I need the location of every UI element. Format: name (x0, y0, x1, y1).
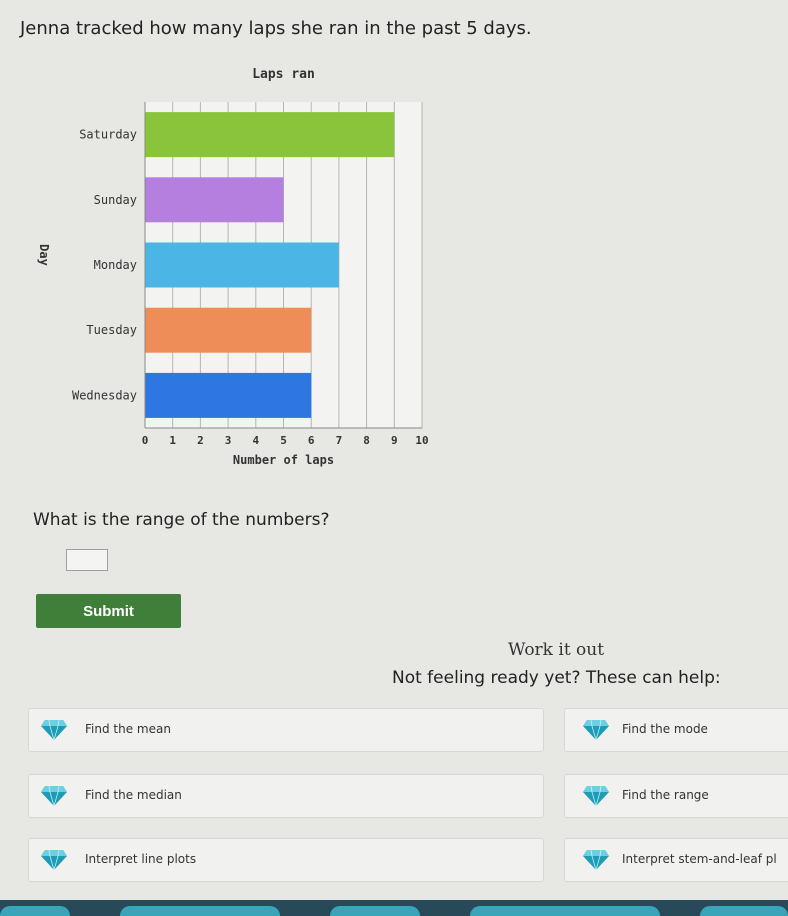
range-question: What is the range of the numbers? (33, 510, 330, 530)
diamond-icon (583, 849, 609, 870)
y-tick-label: Sunday (94, 193, 137, 207)
bar-chart-svg: Saturday Sunday Monday Tuesday Wednesday 0 1 2 3… (37, 67, 429, 467)
diamond-icon (41, 719, 67, 740)
work-it-out-heading: Work it out (508, 640, 605, 660)
diamond-icon (41, 849, 67, 870)
help-find-mean[interactable]: Find the mean (28, 708, 544, 752)
y-axis-label: Day (37, 244, 51, 266)
x-tick-label: 8 (363, 434, 370, 447)
x-tick-label: 10 (415, 434, 428, 447)
bar-chart: Saturday Sunday Monday Tuesday Wednesday 0 1 2 3… (20, 58, 460, 478)
bottom-decoration (0, 906, 70, 916)
x-tick-label: 3 (225, 434, 232, 447)
bottom-decoration (470, 906, 660, 916)
help-interpret-stem-and-leaf[interactable]: Interpret stem-and-leaf pl (564, 838, 788, 882)
y-tick-label: Wednesday (72, 388, 137, 402)
diamond-icon (583, 719, 609, 740)
y-tick-label: Monday (94, 258, 137, 272)
bottom-decoration (120, 906, 280, 916)
x-tick-label: 2 (197, 434, 204, 447)
help-interpret-line-plots[interactable]: Interpret line plots (28, 838, 544, 882)
bar-wednesday (145, 372, 312, 418)
help-find-range[interactable]: Find the range (564, 774, 788, 818)
help-label: Interpret line plots (85, 852, 197, 866)
help-label: Find the median (85, 788, 182, 802)
x-tick-label: 0 (142, 434, 149, 447)
y-tick-label: Saturday (79, 128, 137, 142)
diamond-icon (583, 785, 609, 806)
help-intro: Not feeling ready yet? These can help: (392, 668, 721, 688)
diamond-icon (41, 785, 67, 806)
help-find-median[interactable]: Find the median (28, 774, 544, 818)
x-tick-label: 5 (280, 434, 287, 447)
bottom-decoration (330, 906, 420, 916)
bar-tuesday (145, 307, 312, 353)
bar-saturday (145, 112, 395, 158)
x-axis-label: Number of laps (233, 453, 334, 467)
x-tick-label: 6 (308, 434, 315, 447)
chart-title: Laps ran (252, 67, 315, 82)
bar-sunday (145, 177, 284, 223)
submit-button[interactable]: Submit (36, 594, 181, 628)
x-tick-label: 9 (391, 434, 398, 447)
x-tick-label: 7 (336, 434, 343, 447)
answer-input[interactable] (66, 549, 108, 571)
bottom-bar (0, 900, 788, 916)
help-label: Find the mean (85, 722, 171, 736)
y-tick-label: Tuesday (86, 323, 137, 337)
bottom-decoration (700, 906, 788, 916)
x-tick-label: 1 (169, 434, 176, 447)
help-label: Find the mode (622, 722, 708, 736)
help-label: Interpret stem-and-leaf pl (622, 852, 777, 866)
bar-monday (145, 242, 339, 288)
x-tick-label: 4 (252, 434, 259, 447)
help-find-mode[interactable]: Find the mode (564, 708, 788, 752)
help-label: Find the range (622, 788, 709, 802)
question-text: Jenna tracked how many laps she ran in t… (20, 18, 532, 39)
